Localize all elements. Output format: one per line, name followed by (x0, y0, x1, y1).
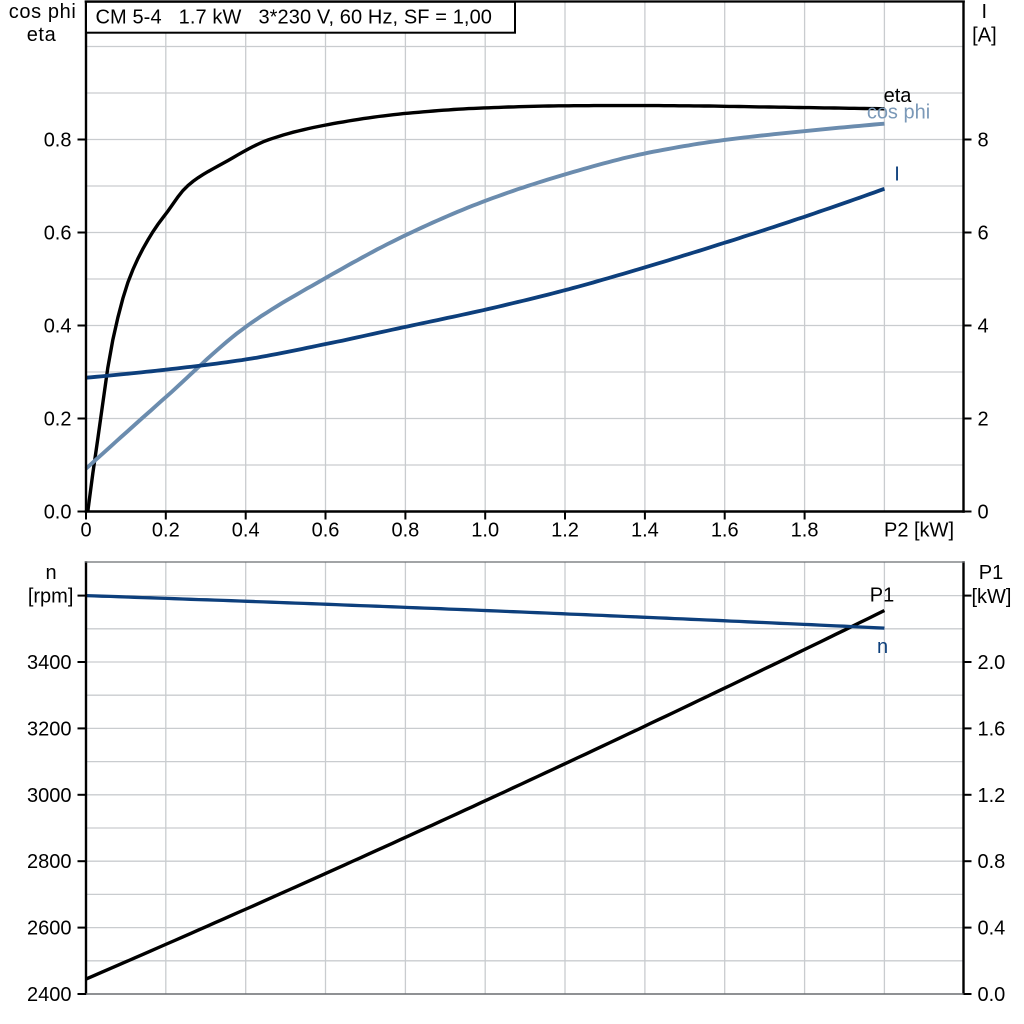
svg-text:1.6: 1.6 (711, 520, 739, 542)
svg-text:CM 5-4 1.7 kW 3*230 V, 60: CM 5-4 1.7 kW 3*230 V, 60 Hz, SF = 1,00 (96, 6, 493, 28)
svg-text:n: n (877, 636, 888, 658)
svg-text:eta: eta (27, 24, 57, 46)
svg-text:1.8: 1.8 (791, 520, 819, 542)
svg-text:3000: 3000 (27, 785, 72, 807)
svg-text:0.6: 0.6 (44, 223, 72, 245)
svg-text:2400: 2400 (27, 984, 72, 1006)
svg-text:0.6: 0.6 (312, 520, 340, 542)
svg-text:I: I (982, 1, 988, 23)
svg-text:P1: P1 (870, 585, 894, 607)
svg-text:cos phi: cos phi (9, 1, 77, 23)
svg-text:1.2: 1.2 (551, 520, 579, 542)
svg-text:1.2: 1.2 (978, 785, 1006, 807)
svg-text:I: I (894, 164, 900, 186)
svg-text:P1: P1 (979, 562, 1003, 584)
svg-text:2600: 2600 (27, 918, 72, 940)
svg-text:2800: 2800 (27, 851, 72, 873)
svg-text:[kW]: [kW] (972, 586, 1012, 608)
svg-text:1.6: 1.6 (978, 718, 1006, 740)
svg-text:0.8: 0.8 (391, 520, 419, 542)
svg-text:[A]: [A] (972, 24, 996, 46)
svg-text:0.8: 0.8 (978, 851, 1006, 873)
svg-text:1.0: 1.0 (471, 520, 499, 542)
svg-text:0.8: 0.8 (44, 130, 72, 152)
svg-text:P2 [kW]: P2 [kW] (884, 520, 954, 542)
svg-text:0.0: 0.0 (44, 502, 72, 524)
svg-text:eta: eta (884, 85, 913, 107)
svg-text:0.4: 0.4 (44, 316, 72, 338)
svg-text:n: n (45, 562, 56, 584)
svg-text:[rpm]: [rpm] (28, 586, 74, 608)
svg-text:6: 6 (978, 223, 989, 245)
svg-text:0: 0 (80, 520, 91, 542)
svg-text:4: 4 (978, 316, 989, 338)
svg-text:3400: 3400 (27, 652, 72, 674)
svg-text:0.2: 0.2 (44, 409, 72, 431)
svg-text:0.4: 0.4 (232, 520, 260, 542)
svg-text:8: 8 (978, 130, 989, 152)
svg-text:0: 0 (978, 502, 989, 524)
svg-text:1.4: 1.4 (631, 520, 659, 542)
svg-text:cos phi: cos phi (867, 101, 930, 123)
svg-text:0.0: 0.0 (978, 984, 1006, 1006)
svg-text:0.2: 0.2 (152, 520, 180, 542)
svg-text:3200: 3200 (27, 718, 72, 740)
svg-text:2.0: 2.0 (978, 652, 1006, 674)
svg-text:0.4: 0.4 (978, 918, 1006, 940)
svg-text:2: 2 (978, 409, 989, 431)
